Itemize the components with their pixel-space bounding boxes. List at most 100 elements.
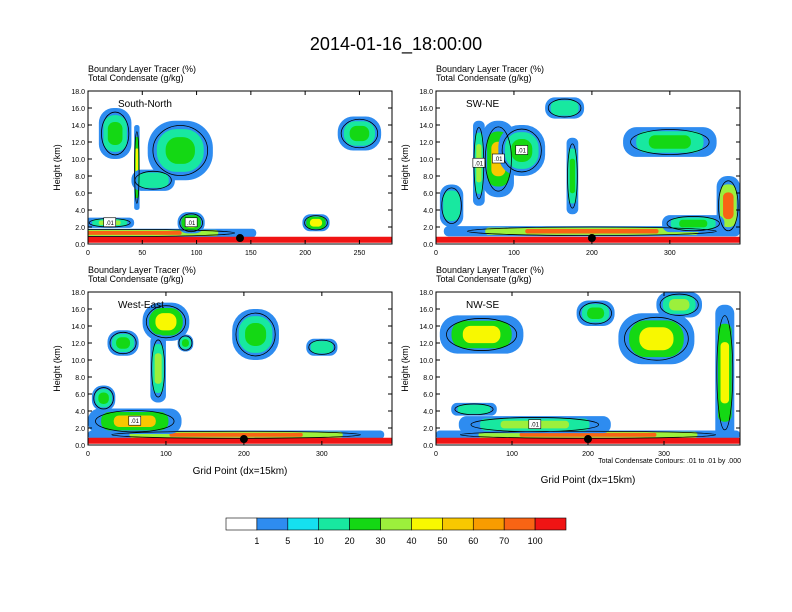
y-tick-label: 18.0 [419,290,433,297]
y-tick-label: 8.0 [75,174,85,181]
tracer-blob [639,327,674,351]
y-tick-label: 10.0 [71,157,85,164]
x-tick-label: 100 [191,250,203,257]
contour-label-box [184,217,198,228]
y-tick-label: 6.0 [423,392,433,399]
contour-label: .01 [106,221,115,227]
tracer-blob [569,158,576,194]
tracer-blob [245,323,267,346]
y-axis-label: Height (km) [400,345,410,392]
y-tick-label: 2.0 [75,426,85,433]
plot-area: .01 [88,292,392,445]
colorbar-label: 50 [437,536,447,546]
panel-header-tracer: Boundary Layer Tracer (%) [436,265,544,275]
location-marker [584,435,592,444]
y-tick-label: 0.0 [75,242,85,249]
x-tick-label: 50 [138,250,146,257]
contour-label: .01 [518,149,527,155]
y-tick-label: 4.0 [75,409,85,416]
y-tick-label: 2.0 [75,225,85,232]
panel-title: West-East [118,300,164,311]
x-tick-label: 150 [245,250,257,257]
colorbar-label: 10 [314,536,324,546]
y-tick-label: 16.0 [71,307,85,314]
y-tick-label: 4.0 [75,208,85,215]
panel-title: South-North [118,99,172,110]
x-tick-label: 100 [160,451,172,458]
panel-header-condensate: Total Condensate (g/kg) [436,274,532,284]
tracer-blob [107,122,123,145]
y-tick-label: 18.0 [71,290,85,297]
tracer-blob [463,406,485,413]
panel-header-condensate: Total Condensate (g/kg) [436,73,532,83]
y-tick-label: 12.0 [71,140,85,147]
colorbar-swatch [287,517,320,531]
y-axis-label: Height (km) [52,345,62,392]
y-tick-label: 6.0 [75,392,85,399]
x-axis-label: Grid Point (dx=15km) [541,475,636,486]
tracer-blob [679,219,708,228]
tracer-blob [165,137,195,164]
contour-label-box [515,145,529,155]
panel-south-north: Boundary Layer Tracer (%)Total Condensat… [52,64,393,257]
colorbar-label: 1 [254,536,259,546]
y-tick-label: 10.0 [71,358,85,365]
location-marker [239,435,248,444]
plot-area: .01 [436,292,740,445]
contour-label-box [528,419,542,429]
x-tick-label: 100 [508,250,520,257]
y-tick-label: 4.0 [423,409,433,416]
colorbar-swatch [225,517,258,531]
panel-frame [435,90,741,245]
y-tick-label: 14.0 [419,123,433,130]
colorbar-swatch [534,517,567,531]
y-tick-label: 8.0 [75,375,85,382]
tracer-blob [143,175,163,186]
tracer-blob [648,135,691,149]
y-tick-label: 14.0 [71,324,85,331]
condensate-contours [446,293,734,439]
colorbar-label: 60 [468,536,478,546]
tracer-blob [155,313,177,331]
colorbar-label: 30 [376,536,386,546]
y-tick-label: 2.0 [423,426,433,433]
panel-header-tracer: Boundary Layer Tracer (%) [88,265,196,275]
colorbar-swatch [503,517,536,531]
y-tick-label: 16.0 [419,106,433,113]
tracer-blob [462,325,501,344]
x-tick-label: 200 [586,250,598,257]
tracer-blob [587,307,605,319]
colorbar-swatch [442,517,474,531]
y-tick-label: 6.0 [75,191,85,198]
plot-area: .01 .01 .01 [436,91,740,244]
x-tick-label: 0 [434,250,438,257]
colorbar-swatch [349,517,381,531]
tracer-blob [88,231,182,235]
condensate-contours [93,305,361,439]
tracer-blob [349,125,370,142]
tracer-blob [98,392,109,404]
y-tick-label: 8.0 [423,174,433,181]
y-tick-label: 14.0 [71,123,85,130]
x-tick-label: 300 [658,451,670,458]
panel-sw-ne: Boundary Layer Tracer (%)Total Condensat… [400,64,741,257]
y-tick-label: 0.0 [423,443,433,450]
y-tick-label: 4.0 [423,208,433,215]
x-tick-label: 200 [299,250,311,257]
colorbar-label: 40 [406,536,416,546]
x-tick-label: 0 [434,451,438,458]
colorbar-label: 5 [285,536,290,546]
tracer-blob [309,218,323,227]
x-tick-label: 0 [86,451,90,458]
x-tick-label: 300 [664,250,676,257]
panel-frame [87,291,393,446]
contour-label: .01 [494,157,503,163]
panel-header-tracer: Boundary Layer Tracer (%) [436,64,544,74]
contour-label-box [103,217,117,228]
y-tick-label: 14.0 [419,324,433,331]
tracer-blob [723,192,734,220]
tracer-blob [181,339,189,347]
contour-label-box [472,157,486,168]
panels: Boundary Layer Tracer (%)Total Condensat… [52,64,741,486]
tracer-blob [446,196,457,216]
